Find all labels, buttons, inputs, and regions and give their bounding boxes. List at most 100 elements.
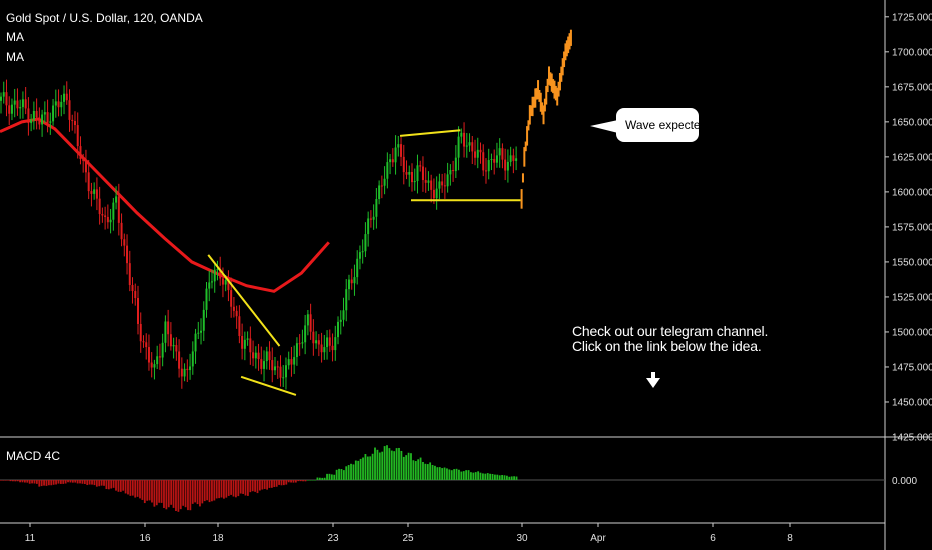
candle-body (454, 157, 457, 172)
date-axis: 11 16 18 23 25 30 Apr 6 8 (25, 523, 793, 544)
candle-body (383, 178, 386, 186)
macd-bar (62, 480, 65, 484)
candle-body (498, 148, 501, 156)
candle-body (301, 342, 304, 344)
candle-body (380, 185, 383, 187)
macd-bar (491, 473, 494, 480)
candle-body (84, 160, 87, 173)
candle-body (134, 291, 137, 299)
candle-body (416, 165, 419, 182)
macd-bar (410, 453, 412, 480)
candle-body (372, 216, 375, 220)
macd-bar (4, 480, 7, 481)
macd-bar (496, 474, 499, 480)
candle-body (405, 172, 408, 175)
macd-bar (117, 480, 120, 492)
candle-body (309, 314, 312, 332)
macd-bar (67, 480, 69, 483)
macd-bar (232, 480, 235, 497)
date-tick-label: 11 (25, 533, 36, 544)
candle-body (391, 159, 394, 163)
candle-body (323, 347, 326, 353)
projection-bar (556, 87, 559, 106)
macd-bar (249, 480, 252, 493)
macd-bar (11, 480, 14, 482)
macd-bar (340, 469, 343, 480)
macd-bar (482, 473, 484, 480)
candle-body (213, 269, 216, 282)
macd-bar (79, 480, 81, 484)
candle-body (115, 196, 118, 203)
date-tick-label: 16 (139, 533, 151, 544)
candle-body (364, 234, 367, 252)
macd-bar (131, 480, 134, 496)
macd-bar (215, 480, 218, 499)
macd-bar (199, 480, 201, 507)
macd-pane-label[interactable]: MACD 4C (6, 449, 61, 463)
macd-bar (194, 480, 197, 503)
macd-bar (165, 480, 168, 510)
macd-bar (489, 473, 492, 480)
candle-body (397, 144, 400, 148)
candle-body (375, 199, 378, 217)
candle-body (337, 321, 340, 338)
candle-body (153, 364, 156, 368)
macd-bar (119, 480, 122, 492)
candle-body (438, 181, 441, 189)
candle-body (331, 345, 334, 351)
macd-bar (23, 480, 26, 483)
candle-body (490, 159, 493, 161)
macd-bar (163, 480, 165, 508)
projection-bar (542, 105, 545, 125)
macd-bar (263, 480, 266, 489)
macd-bar (55, 480, 57, 485)
macd-bar (508, 476, 511, 480)
macd-bar (335, 469, 338, 480)
macd-bar (513, 476, 516, 480)
candle-body (186, 368, 189, 371)
macd-bar (239, 480, 242, 494)
candle-body (205, 288, 208, 310)
candle-body (235, 310, 238, 317)
projection-bar (538, 89, 541, 102)
macd-bar (280, 480, 283, 486)
macd-bar (316, 477, 319, 480)
macd-bar (390, 450, 393, 480)
ma-indicator-1[interactable]: MA (6, 30, 24, 44)
candle-body (230, 290, 233, 307)
candle-body (76, 125, 79, 147)
candle-body (386, 162, 389, 179)
price-tick-label: 1550.000 (892, 257, 932, 268)
macd-bar (374, 447, 376, 480)
candle-body (479, 149, 482, 153)
macd-bar (127, 480, 129, 495)
macd-bar (285, 480, 288, 485)
candle-body (142, 341, 145, 343)
macd-bar (484, 473, 487, 480)
macd-bar (14, 480, 17, 482)
candle-body (180, 368, 183, 377)
macd-bar (290, 480, 292, 483)
macd-bar (136, 480, 139, 497)
candle-body (435, 188, 438, 199)
candle-body (161, 342, 164, 358)
macd-bar (448, 469, 451, 480)
candle-body (19, 107, 22, 109)
macd-bar (141, 480, 144, 500)
candle-body (49, 121, 52, 123)
price-tick-label: 1650.000 (892, 117, 932, 128)
candle-body (147, 347, 150, 363)
macd-bar (287, 480, 290, 483)
candle-body (339, 319, 342, 322)
macd-bar (40, 480, 43, 487)
macd-bar (88, 480, 91, 485)
macd-bar (414, 461, 417, 480)
projection-bar (552, 79, 555, 94)
price-tick-label: 1725.000 (892, 12, 932, 23)
candle-body (328, 337, 331, 346)
macd-bar (21, 480, 24, 483)
ma-indicator-2[interactable]: MA (6, 50, 24, 64)
macd-bar (362, 457, 364, 480)
macd-bar (438, 467, 441, 480)
